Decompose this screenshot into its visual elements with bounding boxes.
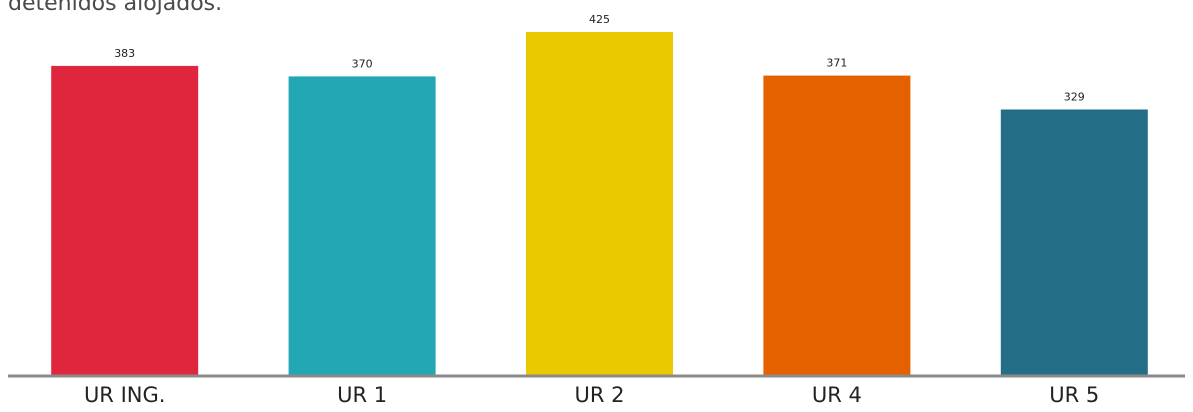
x-tick-label: UR 1 <box>337 383 387 407</box>
x-tick-label: UR 2 <box>575 383 625 407</box>
chart-caption: detenidos alojados. <box>8 0 223 16</box>
bar-ur-ing <box>51 65 199 376</box>
data-label: 383 <box>114 47 135 60</box>
x-tick-label: UR ING. <box>84 383 166 407</box>
bar-ur-1 <box>288 76 436 376</box>
bar-ur-2 <box>526 32 673 375</box>
data-labels-group: 383 370 425 371 329 <box>114 13 1085 104</box>
data-label: 329 <box>1064 91 1085 104</box>
bar-ur-4 <box>763 75 911 375</box>
data-label: 425 <box>589 13 610 26</box>
data-label: 371 <box>826 57 847 70</box>
data-label: 370 <box>352 57 373 70</box>
bars-group <box>51 32 1148 376</box>
x-tick-labels-group: UR ING. UR 1 UR 2 UR 4 UR 5 <box>84 383 1099 407</box>
x-tick-label: UR 4 <box>812 383 862 407</box>
bar-ur-5 <box>1000 109 1148 375</box>
x-tick-label: UR 5 <box>1049 383 1099 407</box>
